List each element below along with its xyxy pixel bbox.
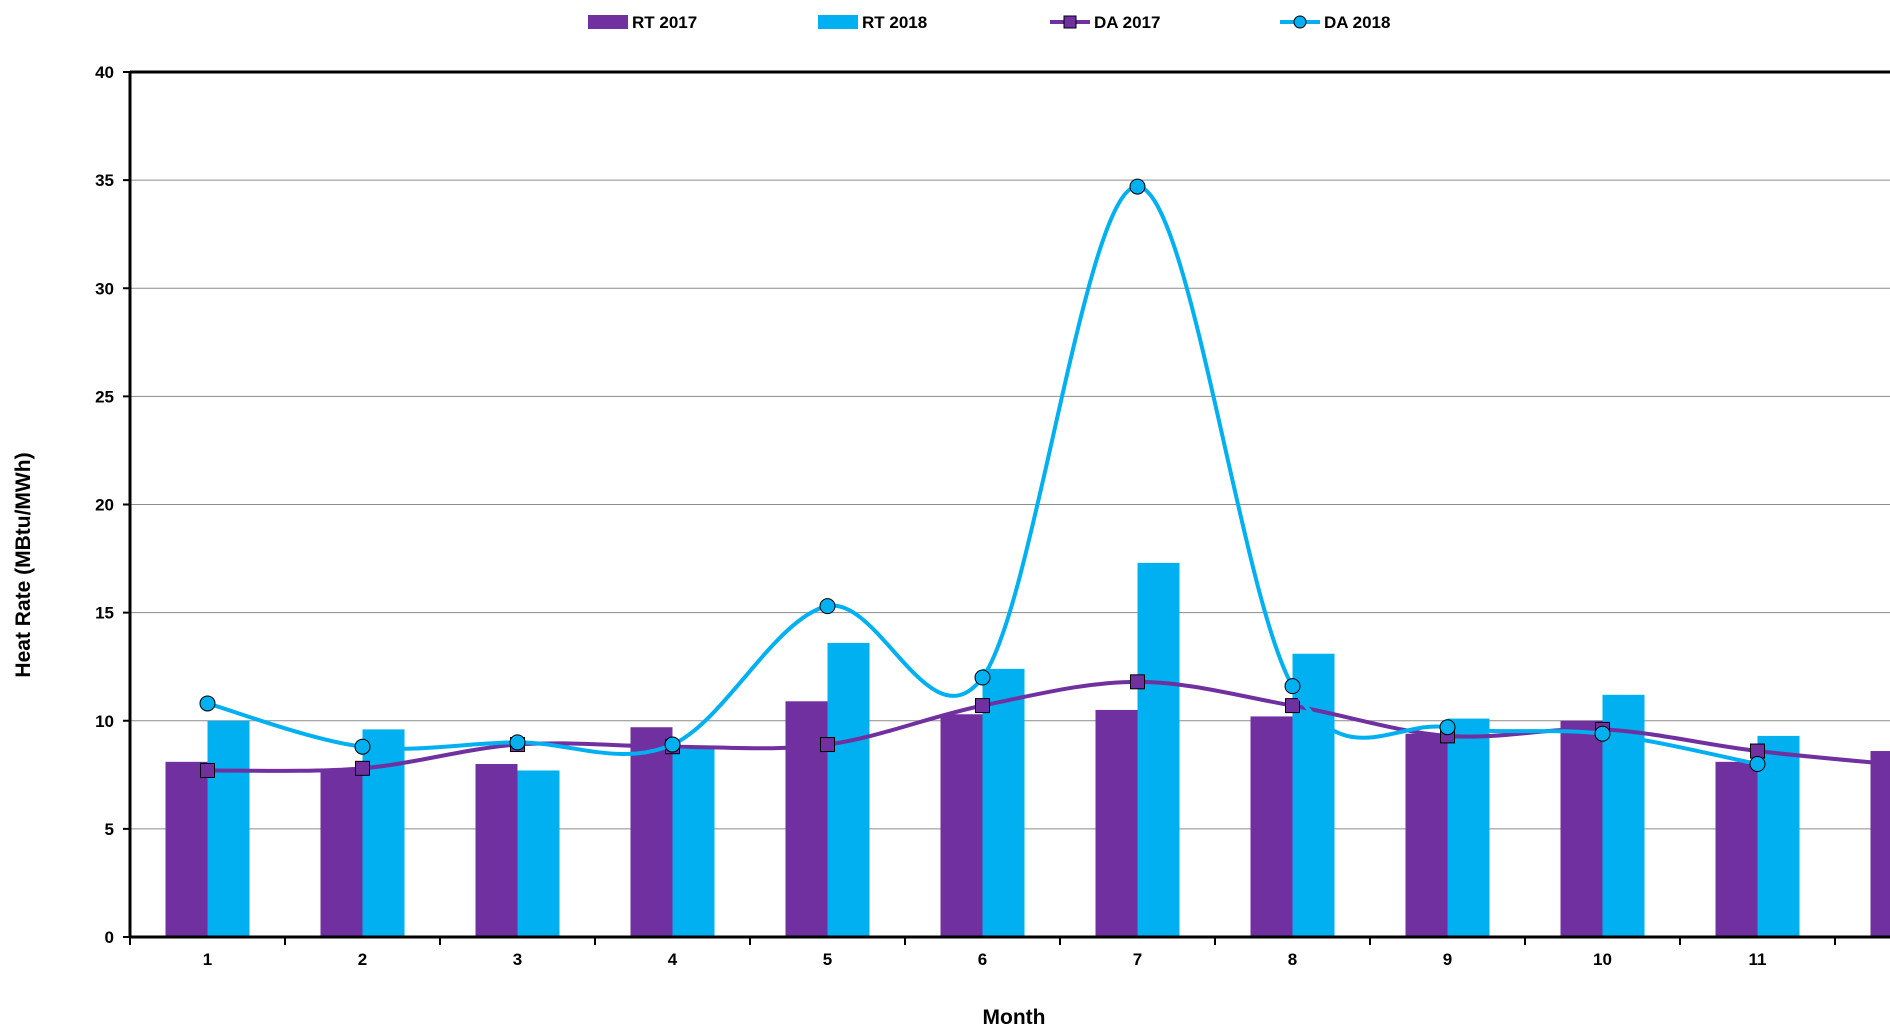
legend-label: DA 2018 — [1324, 13, 1390, 32]
x-tick-label: 3 — [513, 950, 522, 969]
bar-rt-2018 — [1447, 718, 1490, 937]
bar-rt-2018 — [982, 668, 1025, 937]
line-da-2017 — [207, 679, 1890, 773]
tick-labels: 0510152025303540123456789101112 — [95, 63, 1767, 969]
y-tick-label: 25 — [95, 387, 114, 406]
bar-rt-2018 — [672, 748, 715, 937]
axes — [123, 70, 1890, 945]
bar-rt-2017 — [165, 761, 208, 937]
bar-rt-2017 — [320, 770, 363, 937]
x-tick-label: 10 — [1593, 950, 1612, 969]
bars — [165, 562, 1890, 937]
x-tick-label: 11 — [1749, 950, 1767, 969]
x-tick-label: 7 — [1133, 950, 1142, 969]
point-da-2017 — [200, 762, 215, 778]
bar-rt-2017 — [630, 727, 673, 937]
legend-label: DA 2017 — [1094, 13, 1160, 32]
point-da-2017 — [1285, 698, 1300, 714]
legend-label: RT 2018 — [862, 13, 927, 32]
bar-rt-2018 — [362, 729, 405, 937]
legend-item-da-2017: DA 2017 — [1050, 13, 1160, 32]
legend-swatch — [588, 15, 628, 29]
legend-marker — [1293, 15, 1307, 29]
y-tick-label: 5 — [105, 820, 114, 839]
x-tick-label: 9 — [1443, 950, 1452, 969]
x-tick-label: 6 — [978, 950, 987, 969]
bar-rt-2018 — [207, 720, 250, 937]
x-tick-label: 8 — [1288, 950, 1297, 969]
bar-rt-2017 — [1715, 761, 1758, 937]
y-tick-label: 15 — [95, 604, 114, 623]
x-tick-label: 1 — [203, 950, 212, 969]
bar-rt-2018 — [827, 642, 870, 937]
legend: RT 2017 RT 2018 DA 2017 DA 2018 — [588, 13, 1390, 32]
bar-rt-2017 — [940, 714, 983, 937]
y-tick-label: 40 — [95, 63, 114, 82]
bar-rt-2017 — [785, 701, 828, 937]
legend-label: RT 2017 — [632, 13, 697, 32]
legend-item-rt-2017: RT 2017 — [588, 13, 697, 32]
bar-rt-2018 — [1757, 735, 1800, 937]
point-da-2018 — [1439, 719, 1456, 736]
y-tick-label: 10 — [95, 712, 114, 731]
legend-marker — [1063, 15, 1077, 29]
point-da-2017 — [355, 760, 370, 776]
legend-swatch — [818, 15, 858, 29]
point-da-2018 — [1284, 678, 1301, 695]
point-da-2017 — [1750, 743, 1765, 759]
point-da-2018 — [974, 669, 991, 686]
point-da-2018 — [354, 738, 371, 755]
bar-rt-2018 — [517, 770, 560, 937]
bar-rt-2017 — [1405, 733, 1448, 937]
point-da-2018 — [509, 734, 526, 751]
bar-rt-2017 — [475, 764, 518, 937]
bar-rt-2018 — [1137, 562, 1180, 937]
bar-rt-2017 — [1250, 716, 1293, 937]
point-da-2018 — [1749, 756, 1766, 772]
y-tick-label: 30 — [95, 279, 114, 298]
y-tick-label: 20 — [95, 496, 114, 515]
point-da-2018 — [819, 598, 836, 615]
x-tick-label: 4 — [668, 950, 678, 969]
lines — [199, 178, 1890, 778]
legend-item-da-2018: DA 2018 — [1280, 13, 1390, 32]
y-tick-label: 0 — [105, 928, 114, 947]
point-da-2018 — [1129, 178, 1146, 195]
point-da-2017 — [1130, 674, 1145, 690]
point-da-2017 — [975, 698, 990, 714]
bar-rt-2017 — [1870, 751, 1890, 937]
legend-item-rt-2018: RT 2018 — [818, 13, 927, 32]
point-da-2018 — [1594, 725, 1611, 742]
point-da-2018 — [199, 695, 216, 712]
x-axis-title: Month — [983, 1006, 1046, 1029]
bar-rt-2017 — [1560, 720, 1603, 937]
point-da-2018 — [664, 736, 681, 753]
point-da-2017 — [820, 737, 835, 753]
y-tick-label: 35 — [95, 171, 114, 190]
x-tick-label: 5 — [823, 950, 832, 969]
y-axis-title: Heat Rate (MBtu/MWh) — [12, 452, 35, 677]
x-tick-label: 2 — [358, 950, 367, 969]
bar-rt-2017 — [1095, 709, 1138, 937]
